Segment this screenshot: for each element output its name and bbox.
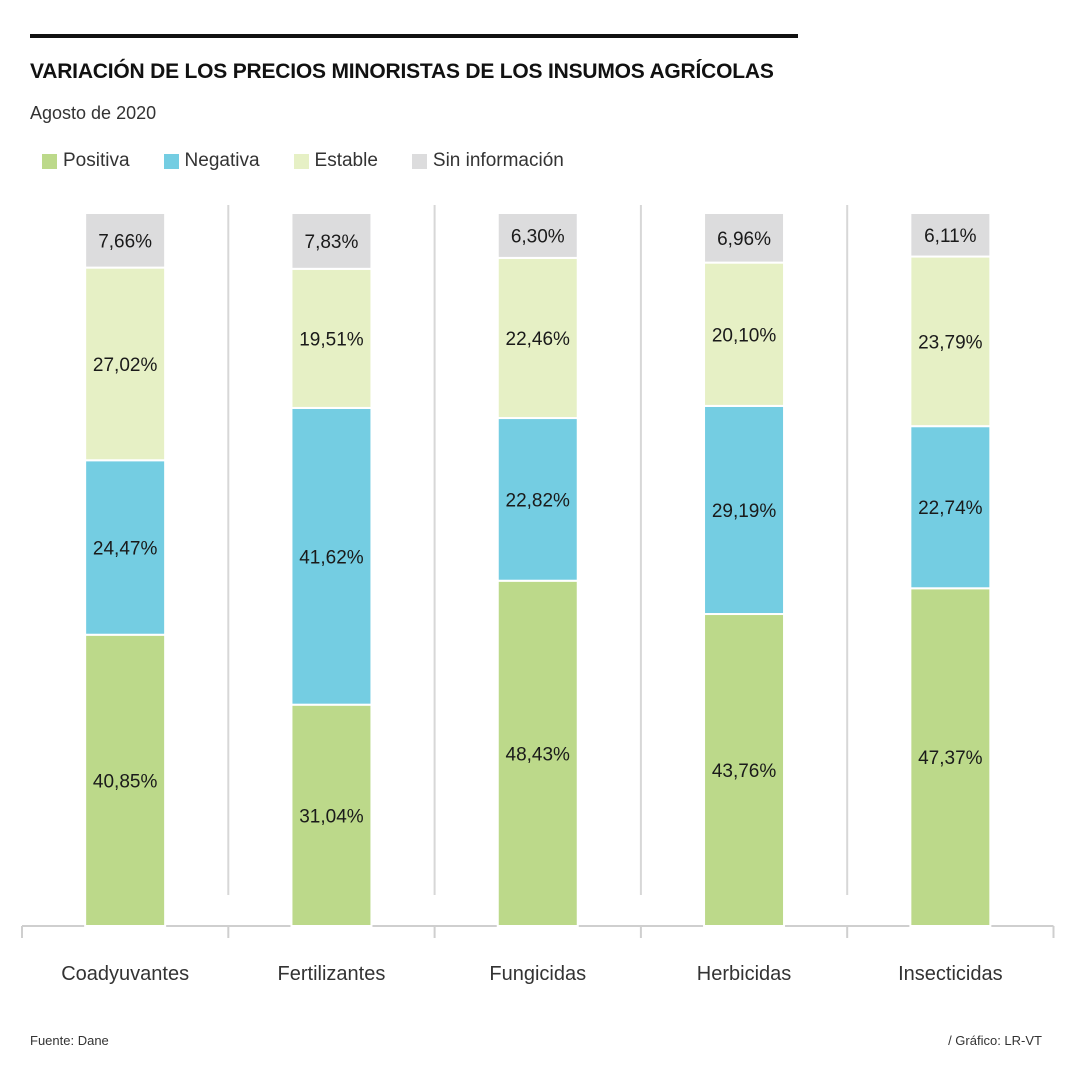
legend-swatch-sin-informacion <box>411 153 427 169</box>
data-label-positiva: 47,37% <box>918 748 983 769</box>
category-label: Coadyuvantes <box>61 963 189 985</box>
legend-item-negativa: Negativa <box>163 150 260 172</box>
legend-label-estable: Estable <box>314 150 378 171</box>
legend: Positiva Negativa Estable Sin informació… <box>42 150 598 172</box>
data-label-positiva: 48,43% <box>506 744 571 765</box>
data-label-positiva: 31,04% <box>299 806 364 827</box>
legend-swatch-negativa <box>163 153 179 169</box>
bar-segment-sin-informacion <box>703 212 786 264</box>
bar-segment-estable <box>496 256 579 420</box>
data-label-negativa: 29,19% <box>712 501 777 522</box>
bar-segment-sin-informacion <box>909 212 992 258</box>
data-label-positiva: 40,85% <box>93 771 158 792</box>
data-label-sin-informacion: 7,83% <box>305 232 359 253</box>
bar-segment-positiva <box>496 579 579 927</box>
chart-title: VARIACIÓN DE LOS PRECIOS MINORISTAS DE L… <box>30 60 774 83</box>
legend-label-negativa: Negativa <box>184 150 260 171</box>
legend-item-estable: Estable <box>293 150 378 172</box>
data-label-positiva: 43,76% <box>712 761 777 782</box>
legend-item-positiva: Positiva <box>42 150 130 172</box>
bar-segment-negativa <box>84 459 167 636</box>
bar-segment-sin-informacion <box>290 212 373 270</box>
data-label-sin-informacion: 6,11% <box>924 226 977 247</box>
stacked-bar-chart: 40,85% 24,47% 27,02% 7,66% Coadyuvantes 31,04… <box>21 205 1055 985</box>
source-note: Fuente: Dane <box>30 1033 109 1048</box>
category-label: Fertilizantes <box>278 963 386 985</box>
chart-subtitle: Agosto de 2020 <box>30 103 157 123</box>
bar-segment-sin-informacion <box>496 212 579 259</box>
legend-item-sin-informacion: Sin información <box>411 150 564 172</box>
data-label-negativa: 22,82% <box>506 490 571 511</box>
data-label-sin-informacion: 6,30% <box>511 226 565 247</box>
bar-segment-negativa <box>496 417 579 582</box>
data-label-sin-informacion: 7,66% <box>98 231 152 252</box>
bar-segment-estable <box>703 261 786 407</box>
category-label: Herbicidas <box>697 963 791 985</box>
data-label-estable: 27,02% <box>93 355 158 376</box>
category-label: Insecticidas <box>898 963 1003 985</box>
data-label-estable: 20,10% <box>712 325 777 346</box>
legend-swatch-estable <box>293 153 309 169</box>
bar-segment-estable <box>909 255 992 428</box>
bar-segment-positiva <box>84 633 167 927</box>
credit-note: / Gráfico: LR-VT <box>948 1033 1042 1048</box>
bar-segment-sin-informacion <box>84 212 167 269</box>
bar-segment-positiva <box>290 703 373 928</box>
bar-segment-negativa <box>909 425 992 590</box>
data-label-negativa: 41,62% <box>299 547 364 568</box>
bar-segment-positiva <box>703 613 786 927</box>
category-label: Fungicidas <box>489 963 586 985</box>
legend-swatch-positiva <box>42 153 57 169</box>
data-label-estable: 19,51% <box>299 329 364 350</box>
data-label-estable: 23,79% <box>918 332 983 353</box>
top-rule <box>30 34 798 38</box>
legend-label-positiva: Positiva <box>63 150 130 171</box>
legend-label-sin-informacion: Sin información <box>432 150 564 171</box>
data-label-negativa: 24,47% <box>93 539 158 560</box>
bar-segment-estable <box>84 266 167 462</box>
data-label-estable: 22,46% <box>506 329 571 350</box>
data-label-negativa: 22,74% <box>918 498 983 519</box>
data-label-sin-informacion: 6,96% <box>717 229 771 250</box>
